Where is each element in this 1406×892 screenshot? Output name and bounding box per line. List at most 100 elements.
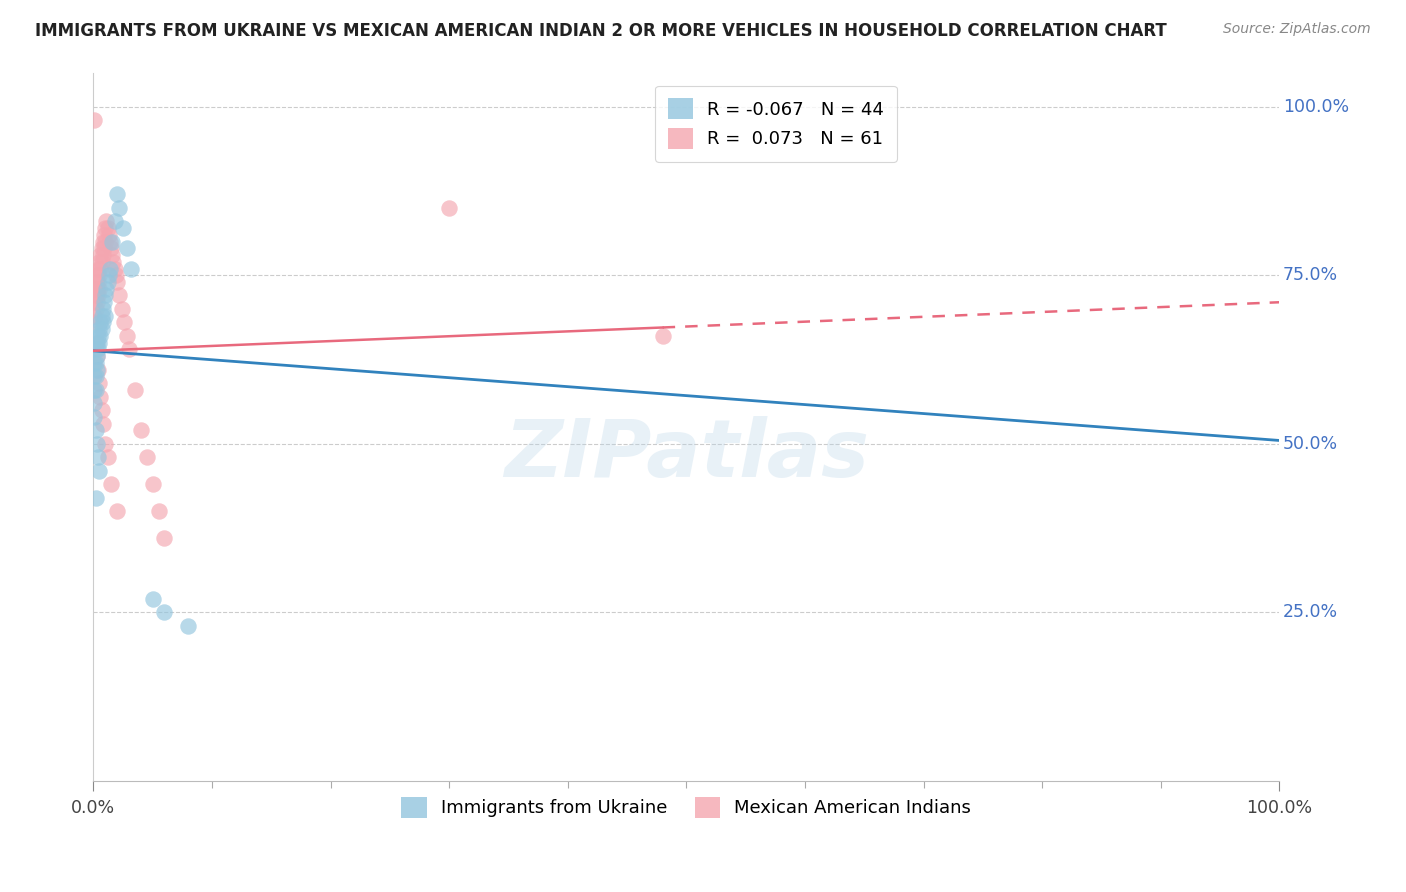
Point	[86, 349, 108, 363]
Point	[94, 235, 117, 249]
Point	[90, 254, 112, 268]
Point	[90, 322, 112, 336]
Point	[83, 369, 105, 384]
Point	[97, 268, 120, 283]
Point	[89, 322, 111, 336]
Point	[94, 221, 117, 235]
Point	[83, 295, 105, 310]
Point	[129, 423, 152, 437]
Point	[112, 316, 135, 330]
Point	[104, 261, 127, 276]
Point	[90, 403, 112, 417]
Text: 50.0%: 50.0%	[1284, 434, 1339, 453]
Point	[84, 335, 107, 350]
Point	[104, 214, 127, 228]
Point	[89, 390, 111, 404]
Point	[89, 248, 111, 262]
Point	[86, 349, 108, 363]
Point	[124, 383, 146, 397]
Point	[84, 423, 107, 437]
Point	[100, 241, 122, 255]
Point	[84, 275, 107, 289]
Point	[94, 288, 117, 302]
Point	[87, 450, 110, 465]
Point	[111, 221, 134, 235]
Point	[89, 329, 111, 343]
Point	[118, 343, 141, 357]
Point	[96, 282, 118, 296]
Text: Source: ZipAtlas.com: Source: ZipAtlas.com	[1223, 22, 1371, 37]
Point	[98, 261, 121, 276]
Point	[98, 235, 121, 249]
Point	[83, 409, 105, 424]
Point	[100, 477, 122, 491]
Point	[89, 261, 111, 276]
Point	[89, 335, 111, 350]
Point	[91, 248, 114, 262]
Point	[87, 343, 110, 357]
Point	[87, 261, 110, 276]
Point	[96, 275, 118, 289]
Point	[105, 275, 128, 289]
Point	[84, 383, 107, 397]
Point	[84, 491, 107, 505]
Point	[86, 437, 108, 451]
Point	[83, 356, 105, 370]
Point	[91, 301, 114, 316]
Point	[97, 227, 120, 242]
Point	[83, 113, 105, 128]
Point	[105, 504, 128, 518]
Point	[148, 504, 170, 518]
Point	[177, 619, 200, 633]
Point	[84, 343, 107, 357]
Point	[153, 606, 176, 620]
Legend: Immigrants from Ukraine, Mexican American Indians: Immigrants from Ukraine, Mexican America…	[394, 789, 979, 825]
Text: 75.0%: 75.0%	[1284, 267, 1339, 285]
Point	[89, 316, 111, 330]
Point	[91, 235, 114, 249]
Point	[105, 187, 128, 202]
Point	[96, 221, 118, 235]
Point	[93, 227, 115, 242]
Point	[86, 282, 108, 296]
Point	[96, 450, 118, 465]
Point	[93, 295, 115, 310]
Point	[86, 268, 108, 283]
Text: ZIPatlas: ZIPatlas	[503, 417, 869, 494]
Point	[89, 464, 111, 478]
Point	[91, 417, 114, 431]
Point	[103, 254, 125, 268]
Point	[93, 241, 115, 255]
Point	[84, 288, 107, 302]
Point	[86, 362, 108, 376]
Point	[84, 316, 107, 330]
Point	[96, 214, 118, 228]
Text: 25.0%: 25.0%	[1284, 603, 1339, 622]
Text: IMMIGRANTS FROM UKRAINE VS MEXICAN AMERICAN INDIAN 2 OR MORE VEHICLES IN HOUSEHO: IMMIGRANTS FROM UKRAINE VS MEXICAN AMERI…	[35, 22, 1167, 40]
Point	[84, 301, 107, 316]
Point	[115, 241, 138, 255]
Point	[101, 248, 124, 262]
Point	[94, 309, 117, 323]
Point	[91, 316, 114, 330]
Point	[142, 591, 165, 606]
Point	[153, 531, 176, 545]
Point	[135, 450, 157, 465]
Point	[90, 309, 112, 323]
Point	[120, 261, 142, 276]
Point	[437, 201, 460, 215]
Point	[108, 288, 131, 302]
Point	[104, 268, 127, 283]
Point	[101, 235, 124, 249]
Point	[94, 437, 117, 451]
Point	[84, 356, 107, 370]
Text: 100.0%: 100.0%	[1284, 98, 1350, 116]
Point	[87, 329, 110, 343]
Point	[83, 396, 105, 410]
Point	[86, 335, 108, 350]
Point	[84, 369, 107, 384]
Point	[142, 477, 165, 491]
Point	[83, 309, 105, 323]
Point	[87, 362, 110, 376]
Point	[89, 376, 111, 391]
